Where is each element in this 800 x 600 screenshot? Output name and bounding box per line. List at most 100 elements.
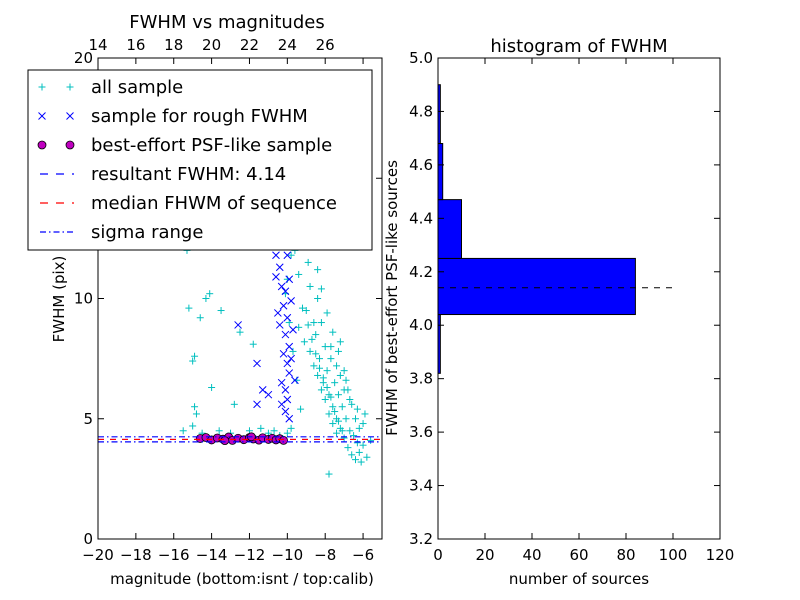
all-sample-point bbox=[295, 323, 303, 331]
y-tick-label: 10 bbox=[74, 290, 93, 308]
histogram-panel: 0 20 40 60 80 100 120 3.2 3.4 3.6 3.8 4.0 4.2 4.4 4.6… bbox=[383, 36, 734, 588]
all-sample-point bbox=[215, 427, 223, 435]
all-sample-point bbox=[319, 374, 327, 382]
rough-fwhm-point bbox=[234, 321, 242, 329]
all-sample-point bbox=[191, 403, 199, 411]
histogram-bar bbox=[437, 199, 462, 259]
all-sample-point bbox=[316, 364, 324, 372]
top-tick-label: 20 bbox=[202, 36, 221, 54]
all-sample-point bbox=[336, 371, 344, 379]
legend-entry: sigma range bbox=[40, 222, 203, 243]
x-tick-label: −8 bbox=[314, 546, 336, 564]
x-tick-label: 20 bbox=[475, 546, 494, 564]
histogram-x-axis-label: number of sources bbox=[509, 570, 649, 588]
psf-like-point bbox=[220, 436, 230, 446]
all-sample-point bbox=[208, 383, 216, 391]
all-sample-point bbox=[308, 335, 316, 343]
y-tick-label: 3.8 bbox=[409, 370, 433, 388]
all-sample-point bbox=[363, 453, 371, 461]
all-sample-point bbox=[236, 328, 244, 336]
legend-label: all sample bbox=[91, 77, 183, 98]
rough-fwhm-point bbox=[281, 386, 290, 394]
all-sample-point bbox=[316, 355, 324, 363]
all-sample-point bbox=[336, 338, 344, 346]
all-sample-point bbox=[353, 439, 361, 447]
all-sample-point bbox=[206, 290, 214, 298]
scatter-y-axis-label: FWHM (pix) bbox=[50, 256, 68, 343]
all-sample-point bbox=[327, 393, 335, 401]
y-tick-label: 3.2 bbox=[409, 530, 433, 548]
x-tick-label: −10 bbox=[272, 546, 304, 564]
x-tick-label: 60 bbox=[569, 546, 588, 564]
all-sample-point bbox=[192, 410, 200, 418]
y-tick-label: 4.6 bbox=[409, 156, 433, 174]
all-sample-point bbox=[327, 343, 335, 351]
histogram-y-ticks: 3.2 3.4 3.6 3.8 4.0 4.2 4.4 4.6 4.8 5.0 bbox=[409, 49, 720, 548]
legend-marker bbox=[66, 83, 74, 91]
all-sample-point bbox=[306, 282, 314, 290]
all-sample-point bbox=[310, 319, 318, 327]
all-sample-point bbox=[270, 427, 278, 435]
scatter-top-ticks: 14 16 18 20 22 24 26 bbox=[88, 36, 334, 54]
rough-fwhm-point bbox=[285, 275, 294, 284]
all-sample-point bbox=[310, 362, 318, 370]
x-tick-label: 0 bbox=[433, 546, 443, 564]
all-sample-point bbox=[340, 367, 348, 375]
rough-fwhm-point bbox=[285, 414, 294, 423]
psf-like-point bbox=[279, 435, 288, 445]
all-sample-point bbox=[300, 338, 308, 346]
legend-entry: resultant FWHM: 4.14 bbox=[40, 164, 286, 185]
rough-fwhm-point bbox=[285, 369, 294, 377]
rough-fwhm-point bbox=[253, 400, 261, 409]
all-sample-point bbox=[357, 458, 365, 466]
top-tick-label: 16 bbox=[126, 36, 145, 54]
all-sample-point bbox=[355, 424, 363, 432]
x-tick-label: −6 bbox=[352, 546, 374, 564]
all-sample-point bbox=[331, 408, 339, 416]
x-tick-label: −16 bbox=[158, 546, 190, 564]
all-sample-point bbox=[359, 420, 367, 428]
top-tick-label: 22 bbox=[240, 36, 259, 54]
rough-fwhm-point bbox=[277, 378, 286, 387]
y-tick-label: 0 bbox=[83, 530, 93, 548]
top-tick-label: 26 bbox=[316, 36, 335, 54]
all-sample-point bbox=[355, 448, 363, 456]
all-sample-point bbox=[230, 400, 238, 408]
top-tick-label: 18 bbox=[164, 36, 183, 54]
all-sample-point bbox=[329, 328, 337, 336]
rough-fwhm-point bbox=[287, 297, 295, 305]
legend-entry: sample for rough FWHM bbox=[38, 106, 308, 127]
all-sample-point bbox=[249, 340, 257, 348]
y-tick-label: 4.8 bbox=[409, 102, 433, 120]
histogram-title: histogram of FWHM bbox=[490, 36, 667, 57]
rough-fwhm-point bbox=[275, 321, 284, 329]
all-sample-point bbox=[323, 367, 331, 375]
rough-fwhm-point bbox=[281, 330, 290, 339]
all-sample-point bbox=[191, 352, 199, 360]
rough-fwhm-point bbox=[253, 359, 261, 368]
all-sample-point bbox=[297, 405, 305, 413]
all-sample-point bbox=[333, 362, 341, 370]
x-tick-label: 100 bbox=[659, 546, 688, 564]
rough-fwhm-point bbox=[283, 359, 292, 368]
all-sample-point bbox=[323, 383, 331, 391]
legend-label: resultant FWHM: 4.14 bbox=[91, 164, 286, 185]
rough-fwhm-point bbox=[281, 287, 290, 296]
all-sample-point bbox=[295, 270, 303, 278]
all-sample-point bbox=[317, 319, 325, 327]
all-sample-point bbox=[283, 429, 291, 437]
rough-fwhm-point bbox=[258, 386, 267, 394]
all-sample-point bbox=[334, 391, 342, 399]
all-sample-point bbox=[317, 285, 325, 293]
rough-fwhm-point bbox=[279, 301, 288, 310]
legend-marker bbox=[38, 112, 46, 120]
rough-fwhm-point bbox=[289, 325, 297, 334]
histogram-bar bbox=[437, 143, 444, 201]
all-sample-point bbox=[289, 347, 297, 355]
legend-marker bbox=[65, 140, 75, 150]
all-sample-point bbox=[314, 371, 322, 379]
histogram-x-ticks: 0 20 40 60 80 100 120 bbox=[433, 58, 734, 564]
all-sample-point bbox=[321, 396, 329, 404]
all-sample-point bbox=[367, 436, 375, 444]
top-tick-label: 24 bbox=[278, 36, 297, 54]
